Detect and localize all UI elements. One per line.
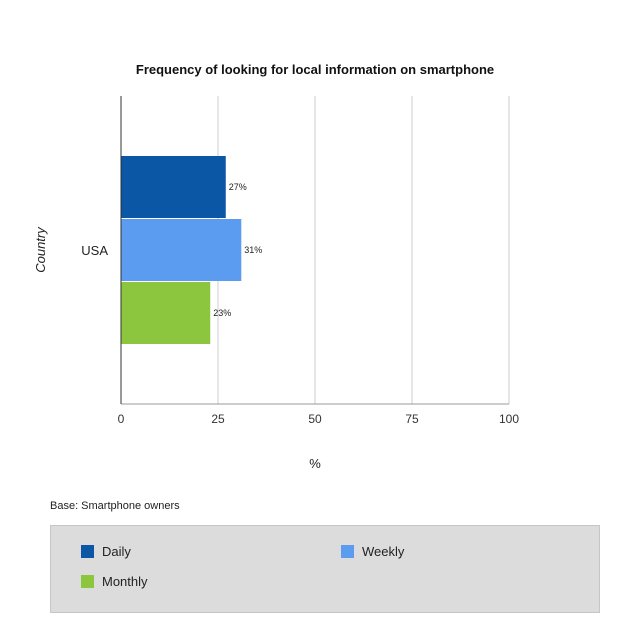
y-axis-title: Country [33, 226, 48, 273]
bar-weekly [121, 219, 242, 281]
x-axis-title: % [309, 456, 321, 471]
x-tick-label: 100 [499, 412, 519, 426]
legend-item-daily: Daily [81, 544, 131, 559]
base-note: Base: Smartphone owners [50, 500, 180, 512]
data-label: 23% [213, 308, 231, 318]
x-tick-label: 50 [308, 412, 322, 426]
data-label: 31% [244, 245, 262, 255]
legend-label-monthly: Monthly [102, 574, 148, 589]
bar-monthly [121, 282, 211, 344]
x-tick-label: 0 [118, 412, 125, 426]
data-label: 27% [229, 182, 247, 192]
x-tick-label: 75 [405, 412, 419, 426]
bar-chart: 0 25 50 75 100 27% 31% 23% USA% Country [33, 96, 519, 471]
chart-title: Frequency of looking for local informati… [135, 62, 495, 77]
legend-item-monthly: Monthly [81, 574, 148, 589]
legend-item-weekly: Weekly [341, 544, 404, 559]
category-label: USA [81, 243, 108, 258]
legend: Daily Weekly Monthly [50, 525, 600, 613]
legend-swatch-monthly [81, 575, 94, 588]
legend-label-daily: Daily [102, 544, 131, 559]
bar-daily [121, 156, 226, 218]
legend-swatch-daily [81, 545, 94, 558]
legend-swatch-weekly [341, 545, 354, 558]
x-tick-label: 25 [211, 412, 225, 426]
legend-label-weekly: Weekly [362, 544, 405, 559]
